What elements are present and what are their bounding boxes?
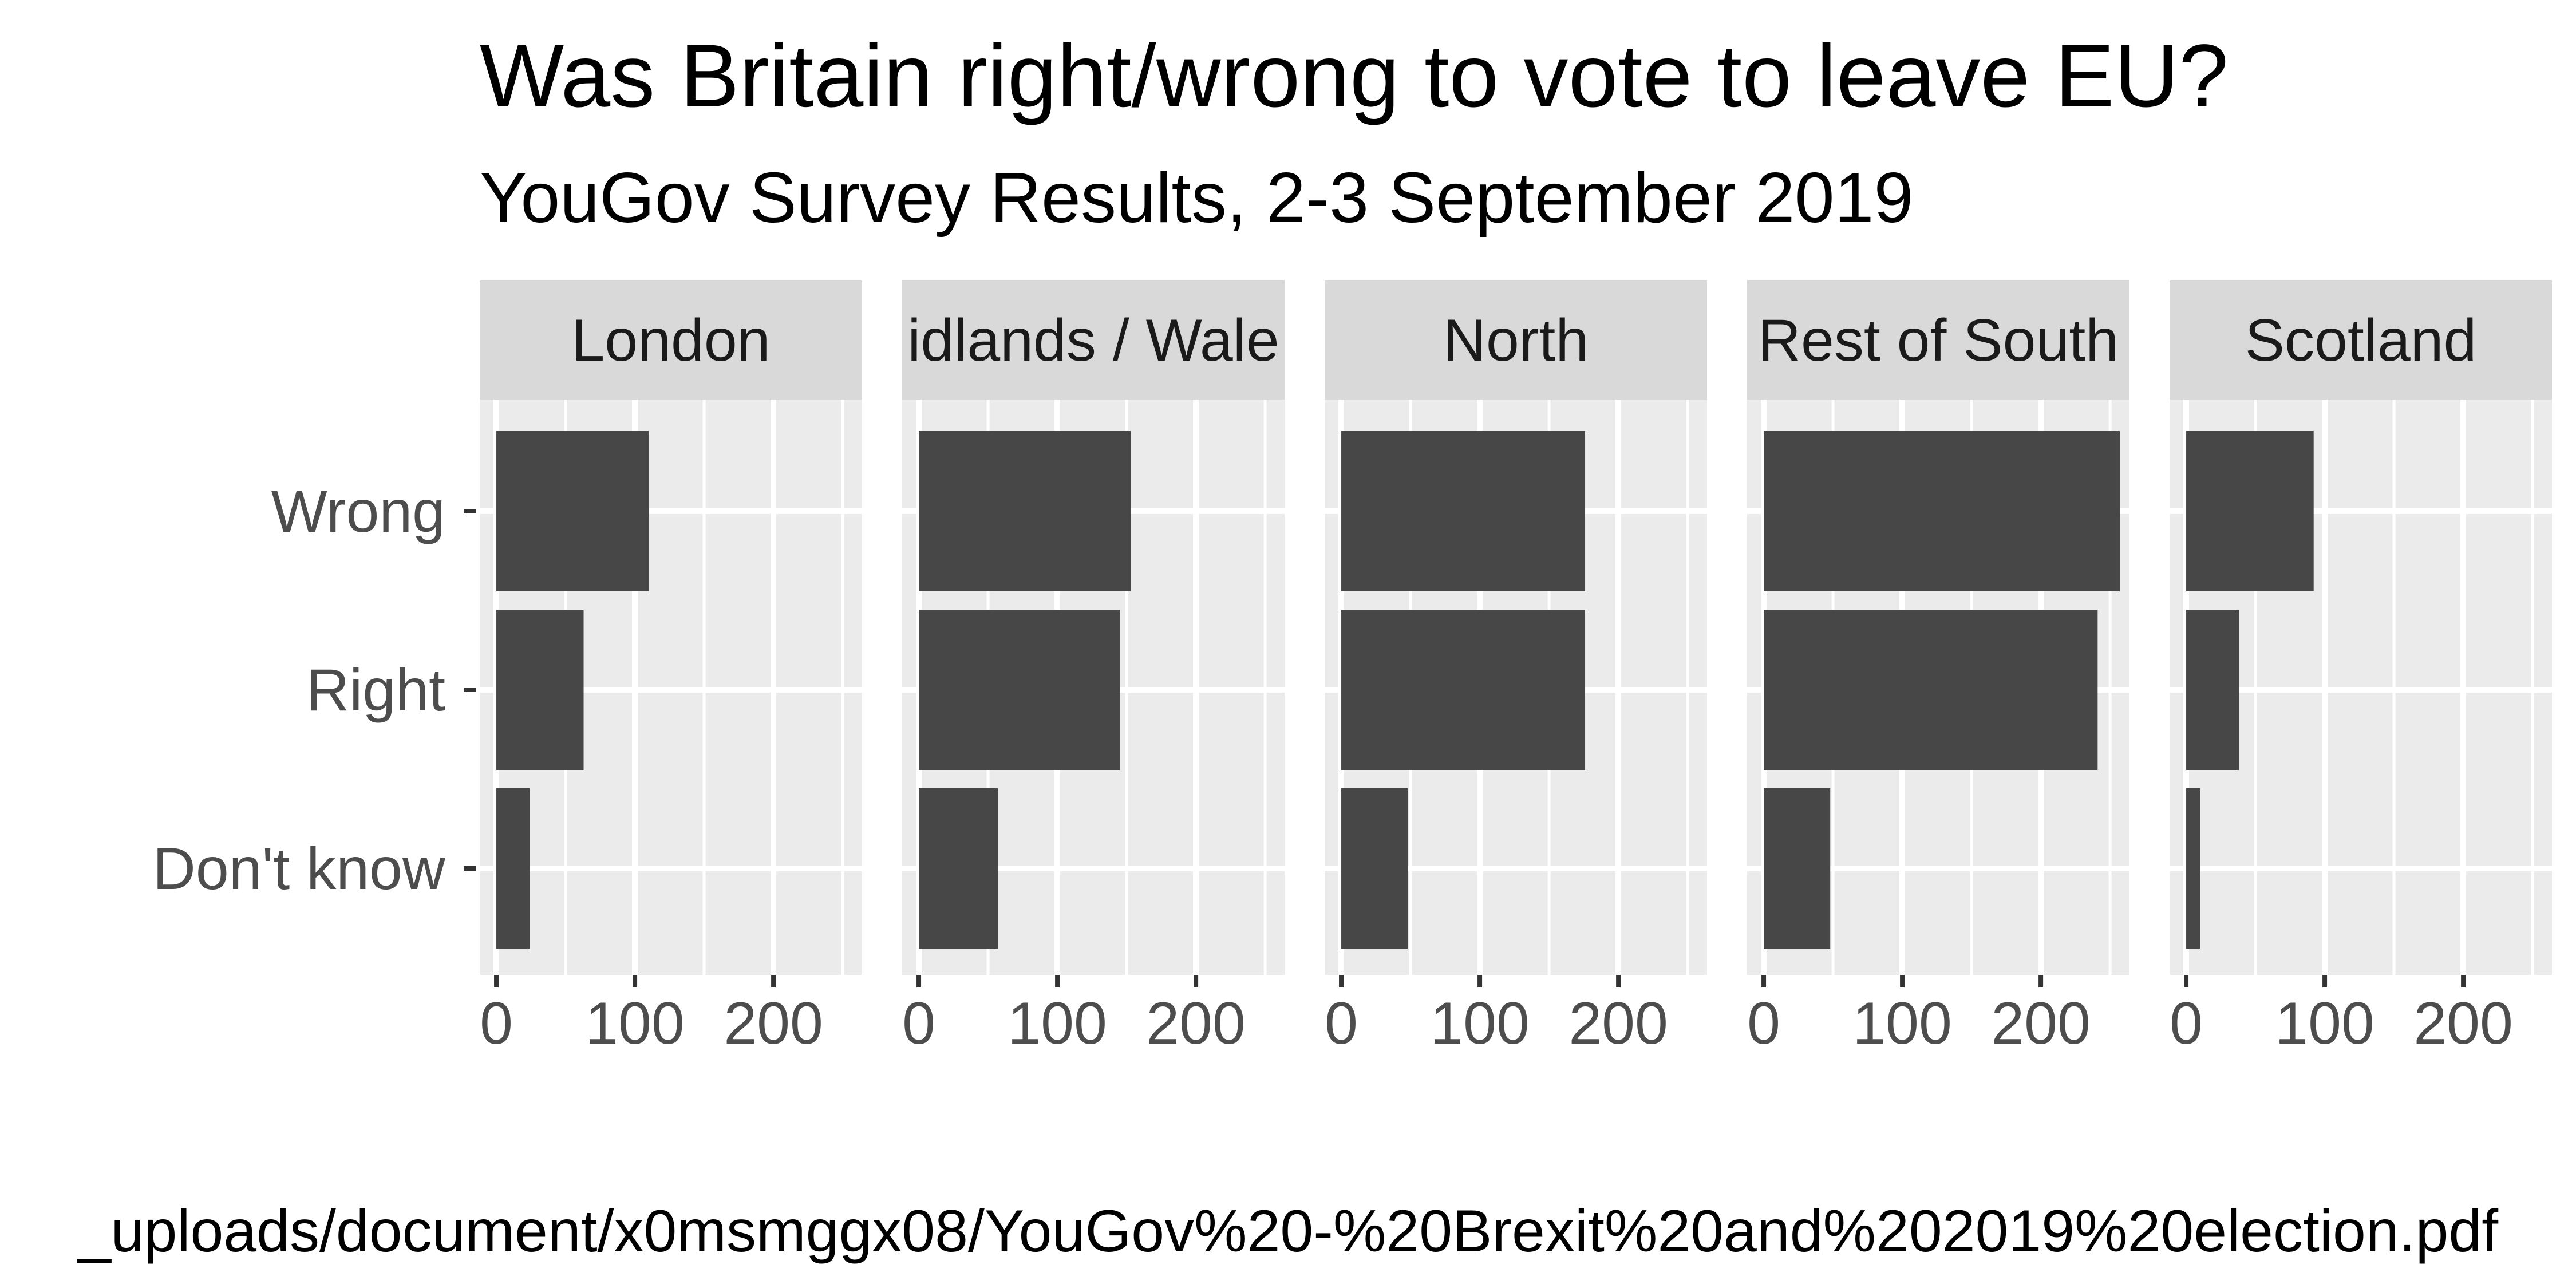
facet-strip-label: North	[1443, 307, 1589, 374]
facet-strip	[1747, 280, 2129, 400]
x-tick-label: 100	[1008, 990, 1107, 1057]
x-tick-label: 200	[1991, 990, 2091, 1057]
bar	[919, 431, 1131, 591]
x-tick-label: 0	[480, 990, 513, 1057]
facet-strip	[1325, 280, 1707, 400]
bar	[1764, 788, 1831, 949]
x-tick-label: 100	[1852, 990, 1952, 1057]
bar	[496, 431, 649, 591]
y-tick-label: Wrong	[271, 479, 445, 545]
x-tick-label: 200	[2413, 990, 2513, 1057]
facet-strip-label: idlands / Wale	[907, 307, 1279, 374]
facet-strip-label: Scotland	[2245, 307, 2477, 374]
bar	[1341, 431, 1586, 591]
facet-strip	[480, 280, 862, 400]
bar	[1764, 431, 2120, 591]
x-tick-label: 200	[1568, 990, 1668, 1057]
y-tick-label: Don't know	[153, 836, 446, 902]
x-tick-label: 100	[1430, 990, 1530, 1057]
facet-panel: Scotland 0 100 200	[2170, 280, 2552, 1057]
x-tick-label: 0	[2170, 990, 2203, 1057]
bar	[496, 610, 584, 770]
bar	[1341, 788, 1408, 949]
facet-panel: North 0 100 200	[1325, 280, 1707, 1057]
bar	[919, 610, 1120, 770]
x-tick-label: 0	[1325, 990, 1358, 1057]
bar	[1764, 610, 2098, 770]
x-tick-label: 0	[902, 990, 935, 1057]
chart-title: Was Britain right/wrong to vote to leave…	[480, 26, 2229, 126]
facet-strip	[2170, 280, 2552, 400]
y-axis: Wrong Right Don't know	[153, 479, 476, 902]
facet-strip-label: London	[571, 307, 770, 374]
y-tick-label: Right	[306, 657, 445, 724]
source-caption: _uploads/document/x0msmggx08/YouGov%20-%…	[77, 1198, 2499, 1265]
chart-subtitle: YouGov Survey Results, 2-3 September 201…	[480, 159, 1913, 238]
facet-panel: idlands / Wale 0 100 200	[902, 280, 1285, 1057]
x-tick-label: 100	[585, 990, 685, 1057]
bar	[2186, 788, 2200, 949]
bar	[2186, 610, 2239, 770]
x-tick-label: 200	[1146, 990, 1246, 1057]
facet-panel: London 0 100 200	[480, 280, 862, 1057]
bar	[2186, 431, 2314, 591]
facet-panels: London 0 100 200 idlands / Wale 0 100 200 North 0…	[480, 280, 2552, 1057]
x-tick-label: 100	[2275, 990, 2374, 1057]
bar	[1341, 610, 1586, 770]
x-tick-label: 0	[1747, 990, 1780, 1057]
facet-panel: Rest of South 0 100 200	[1747, 280, 2129, 1057]
facet-strip	[902, 280, 1285, 400]
bar	[919, 788, 998, 949]
bar	[496, 788, 530, 949]
x-tick-label: 200	[724, 990, 823, 1057]
facet-strip-label: Rest of South	[1758, 307, 2119, 374]
